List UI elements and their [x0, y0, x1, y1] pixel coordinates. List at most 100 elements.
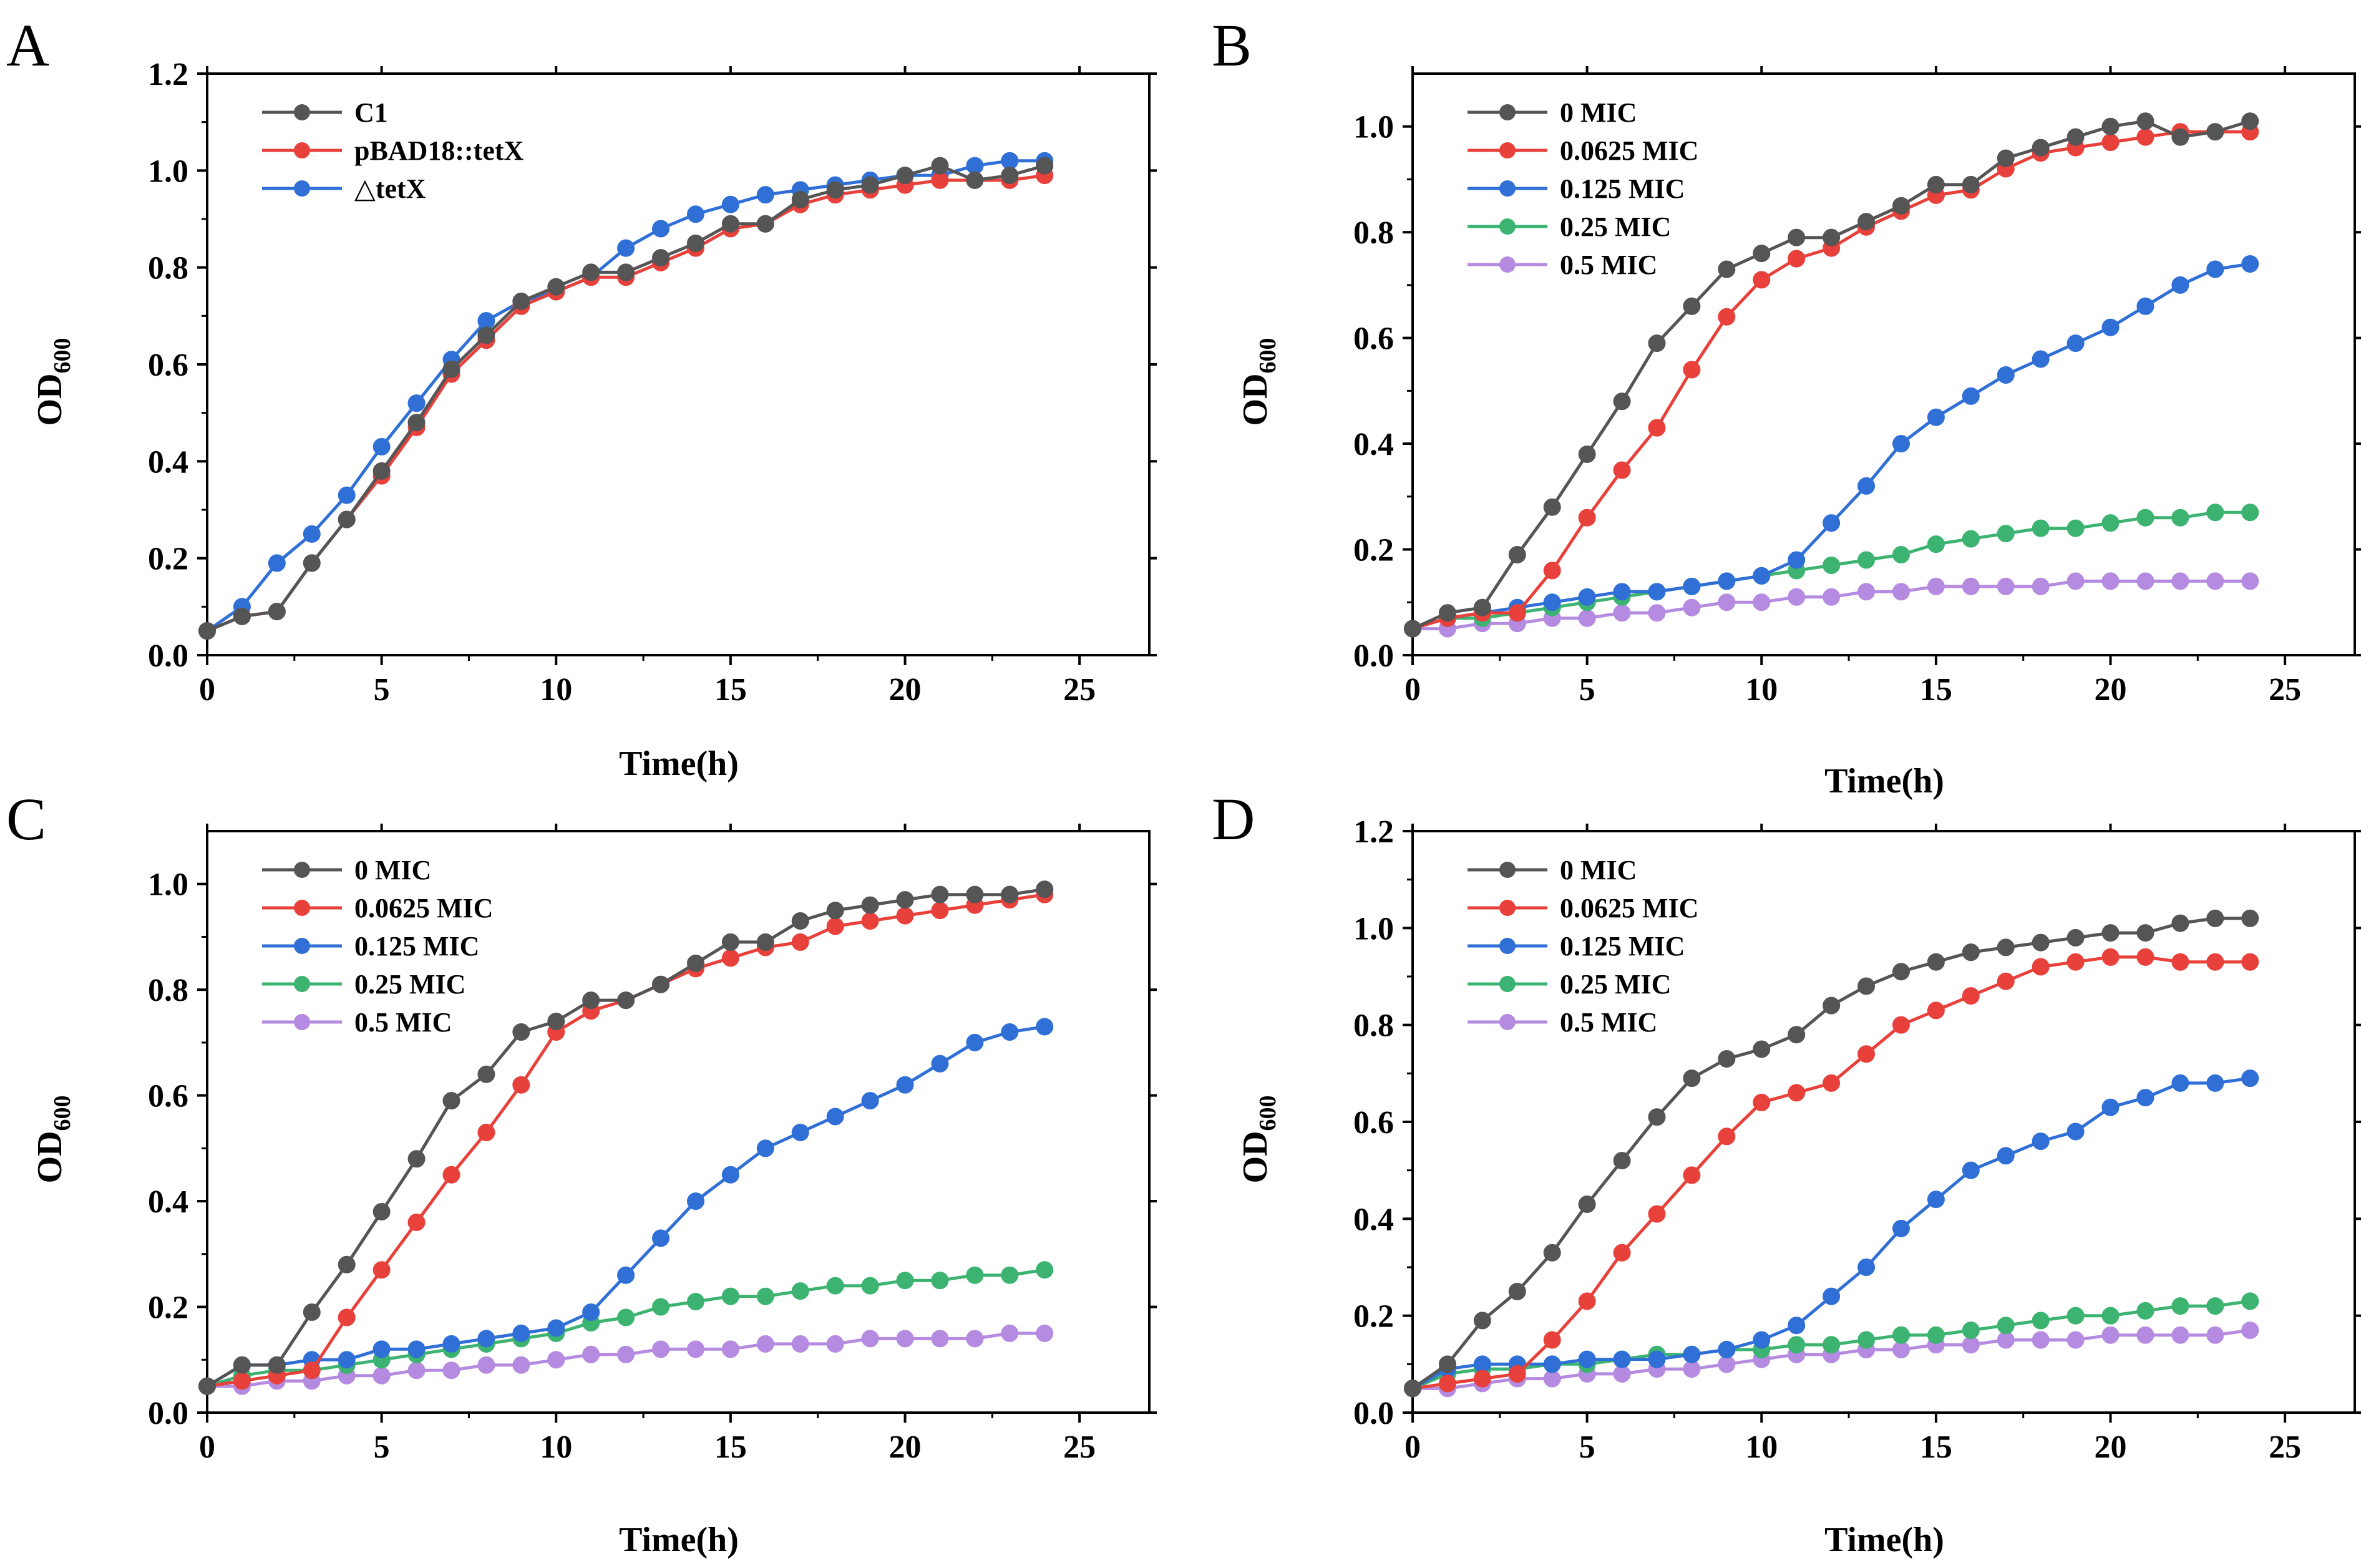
data-point — [791, 1282, 809, 1300]
data-point — [721, 933, 739, 951]
y-tick-label: 0.0 — [1353, 1396, 1394, 1431]
data-point — [1613, 604, 1631, 622]
data-point — [2032, 350, 2050, 368]
data-point — [1543, 1331, 1561, 1349]
data-point — [861, 896, 879, 914]
data-point — [1753, 567, 1771, 585]
data-point — [1788, 1317, 1806, 1335]
data-point — [1997, 1147, 2015, 1165]
data-point — [372, 1366, 391, 1385]
data-point — [1823, 228, 1841, 246]
data-point — [2206, 260, 2224, 278]
data-point — [2066, 128, 2085, 146]
data-point — [582, 1345, 600, 1363]
data-point — [2241, 255, 2259, 273]
x-tick-label: 20 — [2095, 672, 2127, 708]
data-point — [931, 171, 949, 189]
data-point — [1962, 387, 1980, 405]
data-point — [407, 1150, 426, 1168]
data-point — [1857, 477, 1876, 495]
data-point — [2066, 953, 2085, 971]
panel-b-letter: B — [1212, 12, 1252, 79]
data-point — [1648, 419, 1666, 437]
data-point — [1578, 609, 1596, 627]
data-point — [1927, 953, 1945, 971]
data-point — [2032, 1331, 2050, 1349]
data-point — [931, 1054, 949, 1073]
data-point — [617, 991, 635, 1010]
data-point — [1578, 588, 1596, 606]
data-point — [1857, 1045, 1876, 1063]
data-point — [372, 462, 391, 480]
legend-swatch-marker — [1499, 938, 1516, 954]
data-point — [861, 1277, 879, 1295]
data-point — [2241, 1292, 2259, 1310]
data-point — [1892, 1341, 1910, 1359]
data-point — [861, 912, 879, 930]
data-point — [1578, 1350, 1596, 1368]
data-point — [1683, 1360, 1701, 1378]
data-point — [791, 1335, 809, 1353]
data-point — [1753, 1040, 1771, 1058]
data-point — [2206, 1297, 2224, 1315]
data-point — [652, 1229, 670, 1247]
data-point — [1927, 577, 1945, 595]
data-point — [931, 1330, 949, 1348]
data-point — [826, 1108, 844, 1126]
data-point — [1001, 1266, 1019, 1284]
panel-a-group: A Time(h) OD600 0 5 10 15 20 25 0.0 0.2 0.4 0.6 0.… — [6, 12, 1157, 783]
y-tick-label: 0.4 — [1353, 1202, 1394, 1237]
data-point — [1857, 213, 1876, 231]
y-tick-label: 0.8 — [1353, 215, 1394, 251]
data-point — [1543, 593, 1561, 611]
data-point — [1788, 1336, 1806, 1354]
data-point — [477, 326, 495, 344]
data-point — [582, 263, 600, 281]
data-point — [2066, 572, 2085, 590]
data-point — [756, 215, 774, 233]
y-tick-label: 0.6 — [148, 348, 188, 383]
x-tick-label: 10 — [540, 672, 572, 708]
data-point — [1001, 167, 1019, 185]
panel-c-y-axis-od: OD — [31, 1131, 69, 1184]
panel-a-x-axis-title: Time(h) — [619, 744, 739, 783]
legend-label: 0.5 MIC — [354, 1007, 452, 1038]
data-point — [1648, 604, 1666, 622]
data-point — [2136, 572, 2154, 590]
data-point — [861, 1330, 879, 1348]
data-point — [826, 1277, 844, 1295]
data-point — [1823, 1074, 1841, 1092]
data-point — [1036, 1018, 1054, 1036]
y-tick-label: 1.0 — [148, 153, 188, 189]
data-point — [233, 607, 251, 625]
data-point — [1001, 1023, 1019, 1041]
data-point — [1683, 361, 1701, 379]
data-point — [582, 1303, 600, 1322]
data-point — [1962, 1161, 1980, 1179]
data-point — [1788, 588, 1806, 606]
panel-b-y-axis-od: OD — [1236, 374, 1275, 426]
panel-d-y-axis-title: OD600 — [1236, 1096, 1281, 1184]
data-point — [2032, 1312, 2050, 1330]
data-point — [1788, 1026, 1806, 1044]
data-point — [2241, 112, 2259, 130]
series-line — [1411, 119, 2251, 630]
plot-frame — [206, 830, 1151, 1414]
data-point — [617, 1345, 635, 1363]
data-point — [2171, 572, 2189, 590]
panel-c-chart: 0 5 10 15 20 25 0.0 0.2 0.4 0.6 0.8 1.0 0 MIC 0.0625 … — [148, 824, 1157, 1465]
data-point — [2206, 1074, 2224, 1092]
data-point — [547, 1013, 565, 1031]
data-point — [1962, 1321, 1980, 1339]
data-point — [1613, 1350, 1631, 1368]
series-line — [206, 159, 1045, 633]
data-point — [2101, 1098, 2120, 1116]
legend-label: 0 MIC — [1560, 97, 1637, 128]
data-point — [338, 510, 356, 528]
data-point — [721, 1166, 739, 1184]
data-point — [1613, 1152, 1631, 1170]
data-point — [303, 1361, 321, 1380]
data-point — [1823, 996, 1841, 1015]
data-point — [2206, 504, 2224, 522]
data-point — [1613, 461, 1631, 479]
